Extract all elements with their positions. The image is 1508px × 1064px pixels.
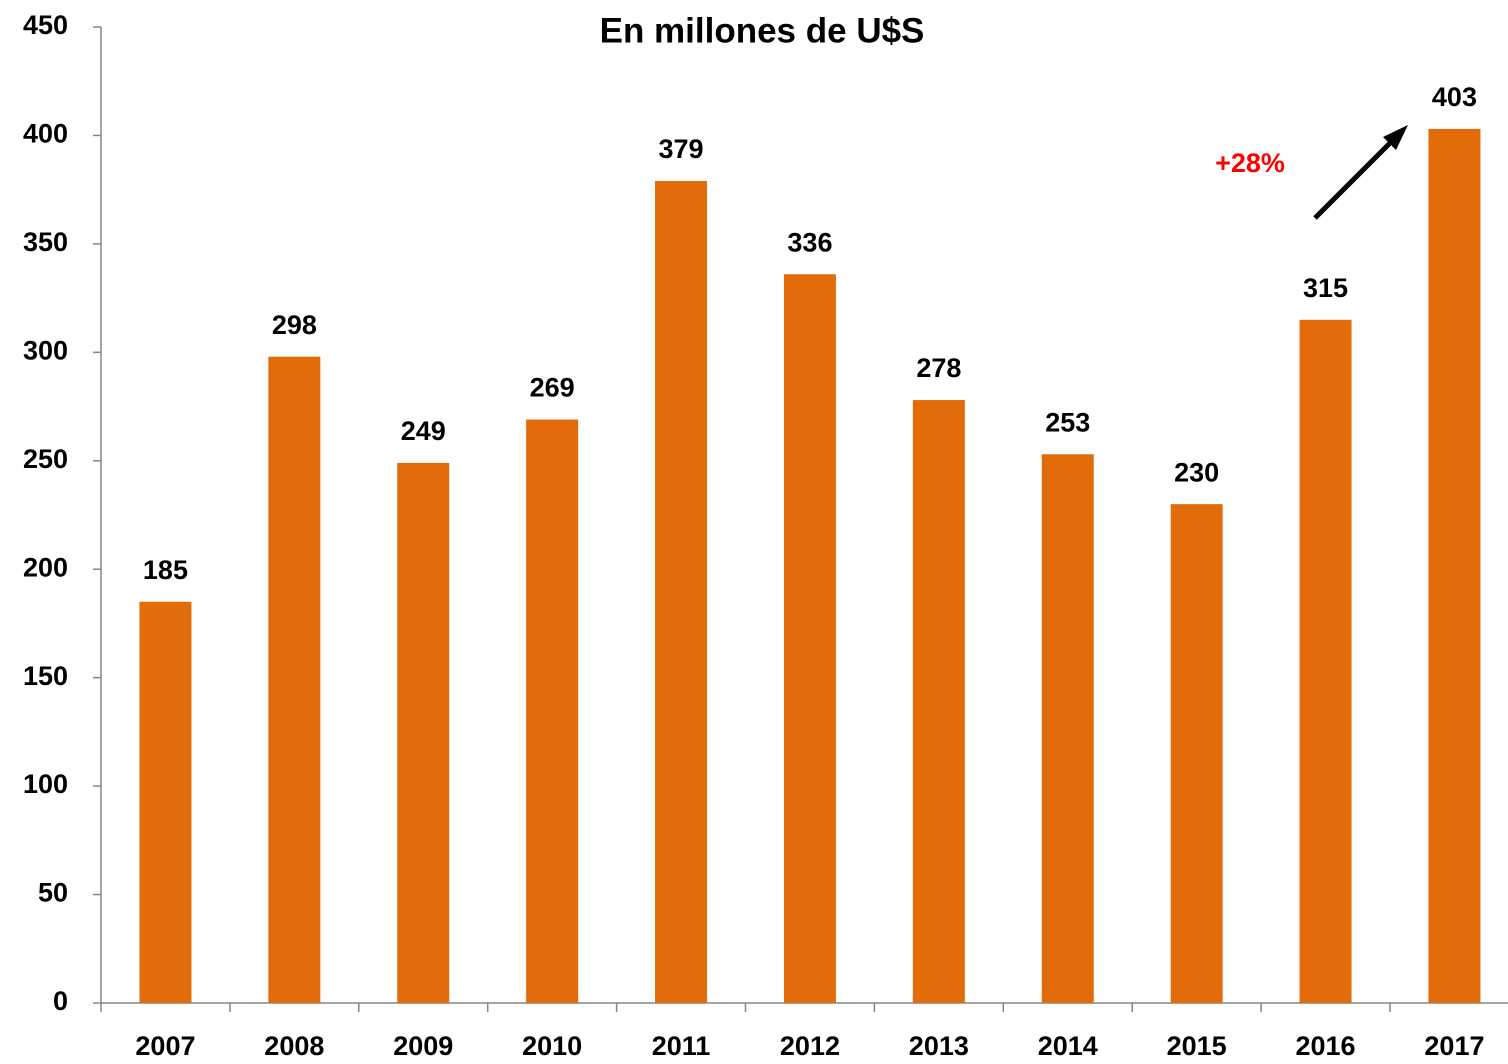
x-tick-label: 2017 <box>1424 1031 1484 1061</box>
bar <box>397 462 450 1003</box>
x-tick-label: 2007 <box>135 1031 195 1061</box>
value-label: 253 <box>1045 407 1090 437</box>
value-label: 249 <box>401 416 446 446</box>
bar <box>912 400 965 1003</box>
value-label: 379 <box>659 134 704 164</box>
bar <box>655 180 708 1004</box>
bar <box>1428 128 1481 1004</box>
x-tick-label: 2011 <box>652 1031 711 1061</box>
value-label: 278 <box>916 353 961 383</box>
x-tick-label: 2015 <box>1167 1031 1227 1061</box>
arrow-head <box>1383 125 1408 150</box>
y-tick-label: 300 <box>23 335 68 365</box>
bar <box>783 274 836 1004</box>
value-label: 185 <box>143 555 188 585</box>
bar <box>1170 504 1223 1003</box>
x-tick-label: 2008 <box>264 1031 324 1061</box>
value-label: 230 <box>1174 457 1219 487</box>
x-tick-label: 2014 <box>1038 1031 1098 1061</box>
chart-title: En millones de U$S <box>600 11 925 50</box>
x-tick-label: 2009 <box>393 1031 453 1061</box>
x-tick-label: 2013 <box>909 1031 969 1061</box>
y-tick-label: 450 <box>23 10 68 40</box>
y-tick-label: 0 <box>53 986 68 1016</box>
value-label: 336 <box>787 227 832 257</box>
y-tick-label: 50 <box>38 878 68 908</box>
x-tick-label: 2012 <box>780 1031 840 1061</box>
y-tick-label: 150 <box>23 661 68 691</box>
y-tick-label: 350 <box>23 227 68 257</box>
value-label: 269 <box>530 373 575 403</box>
bar <box>526 419 579 1004</box>
y-tick-label: 400 <box>23 119 68 149</box>
x-tick-label: 2010 <box>522 1031 582 1061</box>
value-label: 298 <box>272 310 317 340</box>
value-label: 315 <box>1303 273 1348 303</box>
y-tick-label: 200 <box>23 552 68 582</box>
y-tick-label: 250 <box>23 444 68 474</box>
bar <box>1041 454 1094 1003</box>
arrow <box>1313 135 1398 220</box>
value-label: 403 <box>1432 82 1477 112</box>
bar <box>268 356 321 1003</box>
bar <box>1299 319 1352 1003</box>
x-tick-label: 2016 <box>1296 1031 1356 1061</box>
annotation: +28% <box>1215 148 1285 178</box>
y-tick-label: 100 <box>23 769 68 799</box>
bar <box>139 601 192 1003</box>
